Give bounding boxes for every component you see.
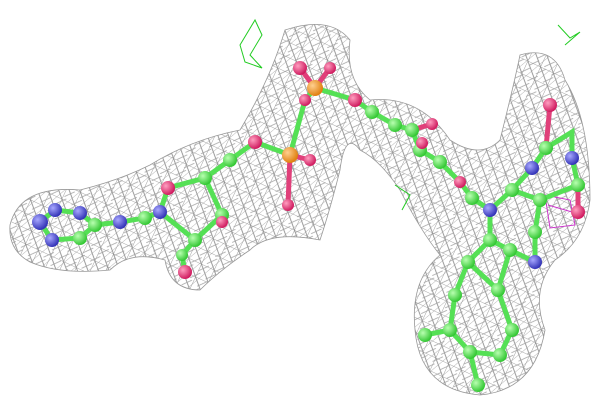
atoms (32, 61, 585, 392)
stray-fragments (239, 18, 581, 229)
density-mesh (9, 24, 591, 396)
